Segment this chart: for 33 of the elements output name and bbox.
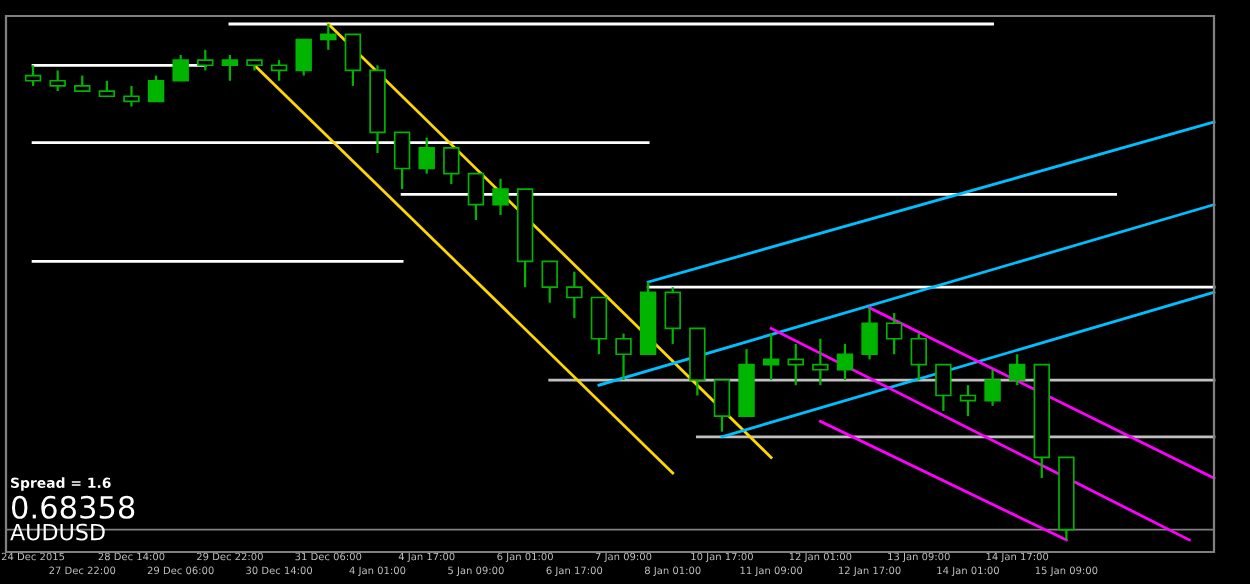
candlestick xyxy=(1008,353,1026,387)
candlestick xyxy=(418,136,435,175)
candlestick xyxy=(615,332,632,382)
candlestick xyxy=(221,53,239,82)
candlestick xyxy=(467,172,485,222)
candlestick xyxy=(147,74,165,103)
candlestick xyxy=(320,24,337,51)
candlestick xyxy=(713,378,731,433)
candlestick xyxy=(172,53,189,82)
candlestick xyxy=(443,146,460,186)
annotation: AUDUSD xyxy=(10,523,105,541)
candlestick xyxy=(123,84,140,108)
candlestick xyxy=(49,69,66,93)
candlestick xyxy=(393,131,411,191)
candlestick xyxy=(885,311,903,356)
candlestick xyxy=(861,306,878,361)
candlestick xyxy=(566,270,583,320)
candlestick xyxy=(344,33,362,88)
candlestick xyxy=(541,260,558,304)
candlestick xyxy=(812,337,829,387)
candlestick xyxy=(910,332,927,382)
candlestick xyxy=(492,177,509,217)
candlestick xyxy=(664,286,681,346)
candlestick xyxy=(270,59,288,82)
candlestick xyxy=(984,368,1001,407)
annotation: 0.68358 xyxy=(12,495,135,519)
candlestick xyxy=(959,384,977,418)
candlestick xyxy=(935,363,952,413)
candlestick xyxy=(590,296,608,356)
candlestick xyxy=(295,38,312,77)
candlestick xyxy=(24,64,42,88)
candlestick xyxy=(836,342,854,382)
candlestick xyxy=(197,48,214,72)
